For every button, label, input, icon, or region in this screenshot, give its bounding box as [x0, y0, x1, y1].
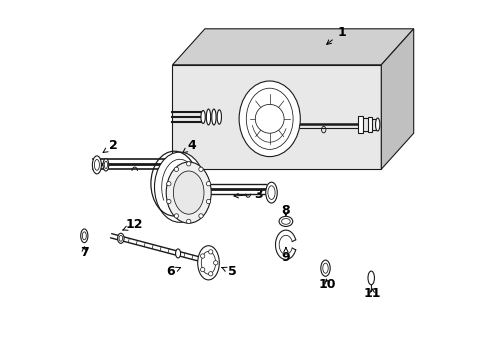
Text: 3: 3	[233, 188, 263, 201]
Ellipse shape	[175, 249, 180, 258]
Ellipse shape	[201, 111, 205, 123]
Ellipse shape	[217, 110, 221, 124]
Text: 7: 7	[80, 246, 88, 258]
Text: 8: 8	[281, 204, 289, 217]
Text: 1: 1	[326, 26, 346, 44]
Polygon shape	[381, 29, 413, 169]
Circle shape	[213, 261, 218, 265]
Ellipse shape	[81, 229, 88, 243]
Polygon shape	[357, 116, 362, 133]
Circle shape	[166, 181, 171, 186]
Ellipse shape	[211, 109, 216, 125]
Text: 5: 5	[222, 265, 236, 278]
Circle shape	[186, 162, 190, 166]
Circle shape	[199, 167, 203, 171]
Ellipse shape	[279, 216, 292, 226]
Circle shape	[206, 199, 210, 204]
Ellipse shape	[197, 246, 219, 280]
Ellipse shape	[239, 81, 300, 157]
Text: 6: 6	[166, 265, 180, 278]
Ellipse shape	[117, 233, 124, 243]
Text: 12: 12	[122, 219, 143, 231]
Ellipse shape	[265, 182, 277, 203]
Circle shape	[166, 199, 171, 204]
Circle shape	[255, 104, 284, 133]
Circle shape	[206, 181, 210, 186]
Polygon shape	[172, 65, 381, 169]
Text: 11: 11	[363, 287, 380, 300]
Text: 4: 4	[183, 139, 196, 153]
Circle shape	[208, 250, 212, 254]
Circle shape	[200, 267, 204, 272]
Circle shape	[199, 214, 203, 218]
Ellipse shape	[367, 271, 374, 285]
Circle shape	[208, 271, 212, 276]
Circle shape	[186, 219, 190, 224]
Ellipse shape	[166, 162, 211, 223]
Polygon shape	[367, 117, 371, 132]
Ellipse shape	[92, 156, 101, 174]
Circle shape	[200, 254, 204, 258]
Text: 2: 2	[103, 139, 117, 152]
Polygon shape	[172, 29, 413, 65]
Ellipse shape	[173, 171, 203, 214]
Text: 10: 10	[318, 278, 335, 291]
Ellipse shape	[375, 118, 379, 131]
Ellipse shape	[206, 109, 210, 125]
Text: 9: 9	[281, 248, 289, 264]
Circle shape	[174, 167, 178, 171]
Ellipse shape	[320, 260, 329, 276]
Ellipse shape	[103, 159, 108, 171]
Circle shape	[174, 214, 178, 218]
Ellipse shape	[154, 152, 204, 222]
